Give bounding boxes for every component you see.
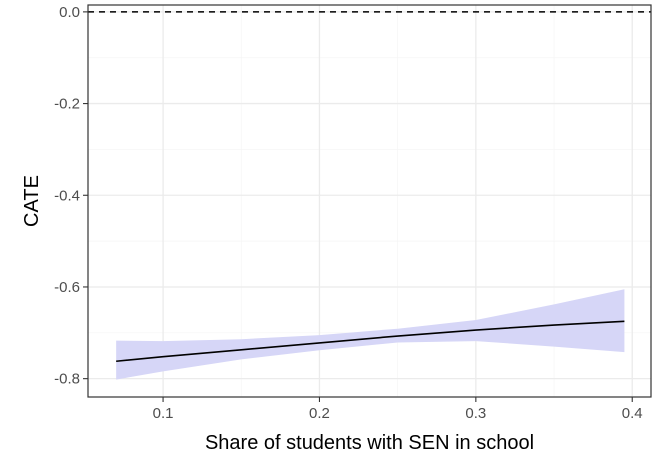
y-tick-label: -0.2 (54, 96, 80, 113)
x-tick-label: 0.2 (309, 405, 330, 422)
panel-border (87, 4, 652, 398)
x-axis: 0.1 0.2 0.3 0.4 (153, 397, 643, 422)
confidence-band-layer (116, 289, 625, 380)
grid (88, 5, 651, 397)
y-tick-label: -0.8 (54, 371, 80, 388)
cate-estimate-line (116, 320, 625, 363)
y-axis: -0.8 -0.6 -0.4 -0.2 0.0 (54, 4, 88, 388)
cate-line-layer (116, 320, 625, 363)
y-axis-title: CATE (21, 175, 43, 227)
y-tick-label: -0.6 (54, 279, 80, 296)
x-tick-label: 0.3 (465, 405, 486, 422)
x-axis-title: Share of students with SEN in school (205, 432, 534, 454)
x-tick-label: 0.4 (622, 405, 643, 422)
confidence-band (116, 289, 625, 380)
y-tick-label: -0.4 (54, 187, 80, 204)
y-tick-label: 0.0 (59, 4, 80, 21)
x-tick-label: 0.1 (153, 405, 174, 422)
